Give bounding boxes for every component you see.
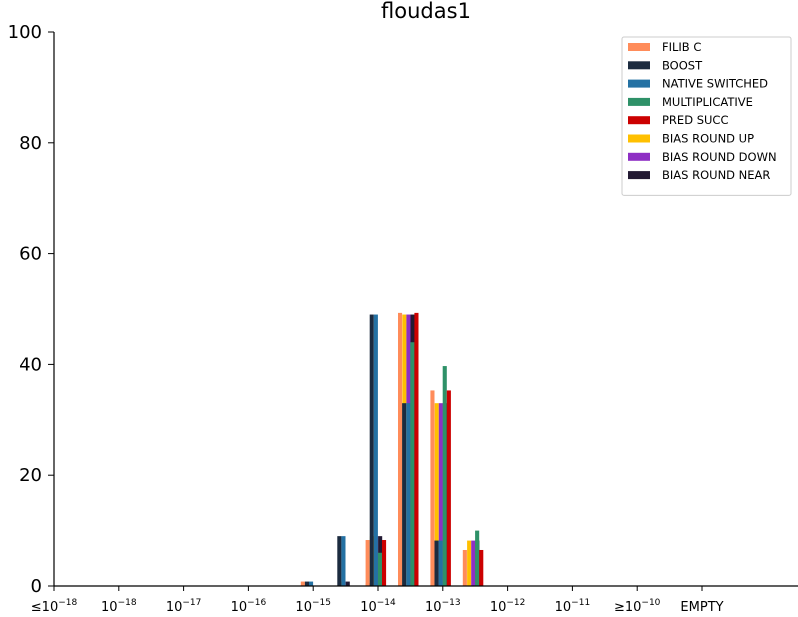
- x-tick-label: 10−16: [231, 598, 267, 615]
- bar-multiplicative-bin-6: [410, 342, 415, 586]
- bar-boost-bin-8: [434, 540, 439, 586]
- bar-native-switched-bin-0: [309, 581, 314, 586]
- legend-label: BIAS ROUND DOWN: [662, 150, 777, 164]
- bar-filib-c-bin-8: [430, 390, 435, 586]
- x-tick-label: 10−15: [295, 598, 331, 615]
- bar-bias-round-down-bin-9: [471, 540, 476, 586]
- legend-label: NATIVE SWITCHED: [662, 77, 768, 91]
- bar-filib-c-bin-4: [365, 540, 370, 586]
- x-tick-label: 10−11: [555, 598, 591, 615]
- bar-bias-round-near-bin-1: [345, 581, 350, 586]
- bar-native-switched-bin-4: [373, 314, 378, 586]
- bar-pred-succ-bin-6: [414, 312, 419, 586]
- legend-swatch-multiplicative: [628, 97, 650, 106]
- bar-pred-succ-bin-8: [446, 390, 451, 586]
- bar-native-switched-bin-2: [341, 536, 346, 586]
- legend-swatch-native-switched: [628, 79, 650, 88]
- bar-boost-bin-4: [369, 314, 374, 586]
- legend-swatch-bias-round-near: [628, 171, 650, 180]
- y-tick-label: 60: [19, 244, 42, 265]
- y-axis: 0 20 40 60 80 100: [8, 22, 55, 597]
- bar-bias-round-up-bin-9: [467, 540, 472, 586]
- bar-native-switched-bin-6: [406, 403, 411, 586]
- legend-label: PRED SUCC: [662, 113, 728, 127]
- bar-filib-c-bin-6: [398, 312, 403, 586]
- bar-bias-round-up-bin-7: [434, 403, 439, 586]
- bar-filib-c-bin-0: [300, 581, 305, 586]
- bar-boost-bin-2: [337, 536, 342, 586]
- x-tick-label: 10−12: [490, 598, 526, 615]
- x-tick-label: EMPTY: [680, 600, 723, 615]
- legend-label: BIAS ROUND NEAR: [662, 168, 770, 182]
- x-tick-label: ≥10−10: [614, 598, 661, 615]
- legend: FILIB C BOOST NATIVE SWITCHED MULTIPLICATIV…: [621, 36, 792, 196]
- y-tick-label: 0: [31, 576, 42, 597]
- legend-swatch-filib-c: [628, 43, 650, 51]
- x-tick-label: 10−13: [425, 598, 461, 615]
- bar-boost-bin-0: [304, 581, 309, 586]
- x-tick-label: 10−14: [360, 598, 396, 615]
- y-tick-label: 80: [19, 133, 42, 154]
- bar-multiplicative-bin-10: [475, 530, 480, 586]
- bar-native-switched-bin-8: [438, 540, 443, 586]
- x-tick-label: 10−18: [101, 598, 137, 615]
- bar-filib-c-bin-10: [462, 549, 467, 586]
- y-tick-label: 100: [8, 22, 42, 43]
- bar-boost-bin-6: [402, 403, 407, 586]
- bars-layer: [300, 312, 484, 586]
- legend-label: BOOST: [662, 58, 703, 72]
- bar-pred-succ-bin-10: [479, 549, 484, 586]
- bar-pred-succ-bin-4: [382, 540, 387, 586]
- chart-title: floudas1: [381, 0, 471, 23]
- legend-swatch-boost: [628, 61, 650, 70]
- y-tick-label: 40: [19, 354, 42, 375]
- legend-swatch-bias-round-down: [628, 152, 650, 161]
- legend-swatch-pred-succ: [628, 116, 650, 125]
- bar-bias-round-down-bin-7: [438, 403, 443, 586]
- y-tick-label: 20: [19, 465, 42, 486]
- legend-swatch-bias-round-up: [628, 134, 650, 143]
- x-axis: ≤10−18 10−18 10−17 10−16 10−15 10−14 10−13 10−1…: [31, 585, 798, 615]
- legend-label: FILIB C: [662, 40, 701, 54]
- x-tick-label: 10−17: [166, 598, 202, 615]
- bar-multiplicative-bin-8: [442, 366, 447, 586]
- bar-multiplicative-bin-4: [377, 552, 382, 586]
- legend-frame: [621, 36, 792, 196]
- legend-label: BIAS ROUND UP: [662, 132, 754, 146]
- x-tick-label: ≤10−18: [31, 598, 78, 615]
- legend-label: MULTIPLICATIVE: [662, 95, 753, 109]
